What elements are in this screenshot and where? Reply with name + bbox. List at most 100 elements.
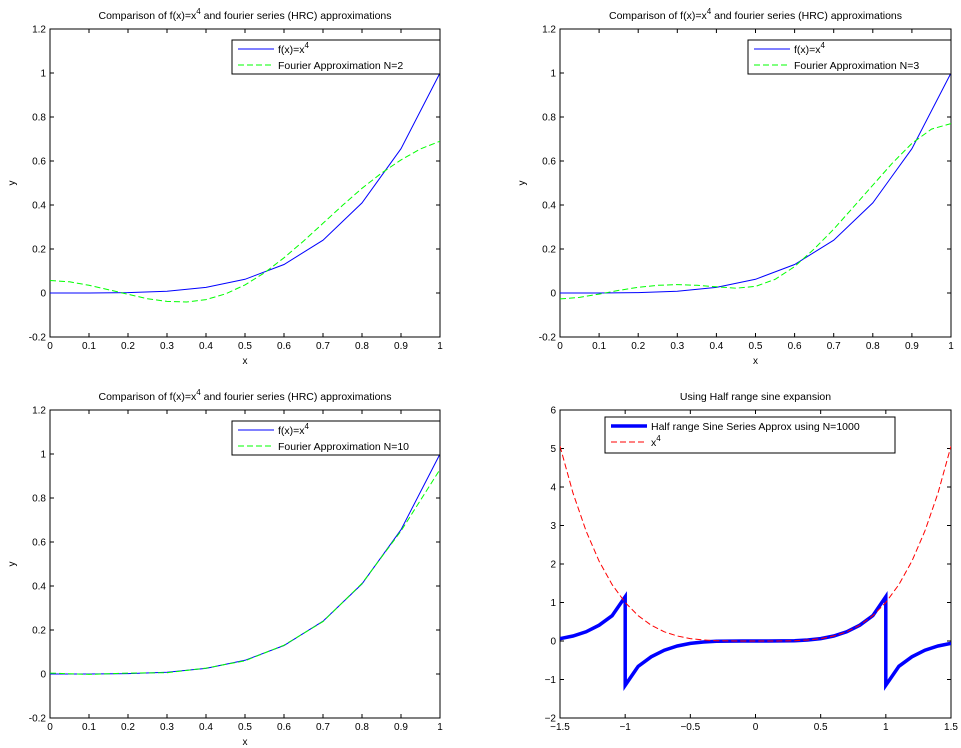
- y-tick-label: 0.2: [32, 626, 46, 637]
- y-tick-label: 0.4: [32, 582, 46, 593]
- legend: f(x)=x4 Fourier Approximation N=10: [231, 420, 441, 456]
- x-axis-label: x: [243, 737, 248, 748]
- y-tick-label: 1.2: [32, 25, 46, 36]
- x-tick-label: 0.3: [670, 341, 684, 352]
- x-tick-label: 1: [883, 722, 889, 733]
- x-tick-label: 0: [47, 341, 53, 352]
- y-axis-label: y: [7, 181, 18, 186]
- y-tick-label: 0.2: [32, 245, 46, 256]
- plot-area: [559, 409, 952, 719]
- x-tick-label: 0.6: [788, 341, 802, 352]
- subplot-2: 0 0.1 0.2 0.3 0.4 0.5 0.6 0.7 0.8 0.9 1-0.200.20.4…: [517, 7, 954, 367]
- x-tick-label: 0.2: [121, 341, 135, 352]
- x-axis-label: x: [753, 356, 758, 367]
- subplot-3: 0 0.1 0.2 0.3 0.4 0.5 0.6 0.7 0.8 0.9 1-0.200.20.4…: [7, 388, 443, 748]
- y-tick-label: 0.4: [542, 201, 556, 212]
- y-tick-label: 0.8: [32, 494, 46, 505]
- y-tick-label: −1: [545, 675, 557, 686]
- x-tick-label: 0.4: [709, 341, 723, 352]
- x-tick-label: 1.5: [944, 722, 958, 733]
- x-tick-label: 0.5: [238, 722, 252, 733]
- y-tick-label: 0: [550, 637, 556, 648]
- series-line-2: [560, 445, 951, 642]
- legend-box: [747, 39, 952, 75]
- chart-title: Using Half range sine expansion: [680, 391, 831, 403]
- legend: f(x)=x4 Fourier Approximation N=3: [747, 39, 952, 75]
- y-tick-label: 0.6: [32, 157, 46, 168]
- x-tick-label: 0: [753, 722, 759, 733]
- x-tick-label: 0.6: [277, 341, 291, 352]
- y-tick-label: 3: [550, 521, 556, 532]
- x-tick-label: 0.8: [355, 722, 369, 733]
- x-tick-label: 0.9: [394, 722, 408, 733]
- x-tick-label: 1: [437, 341, 443, 352]
- x-tick-label: 0.9: [394, 341, 408, 352]
- x-tick-label: 0.1: [592, 341, 606, 352]
- legend-entry: f(x)=x4: [278, 422, 310, 437]
- y-tick-label: 1.2: [542, 25, 556, 36]
- plot-area: [49, 409, 441, 719]
- y-tick-label: 0.8: [32, 113, 46, 124]
- y-tick-label: 1: [40, 450, 46, 461]
- x-tick-label: −1.5: [550, 722, 570, 733]
- legend-entry: f(x)=x4: [794, 41, 826, 56]
- x-tick-label: 0.5: [238, 341, 252, 352]
- y-tick-label: 1.2: [32, 406, 46, 417]
- chart-title: Comparison of f(x)=x4 and fourier series…: [98, 388, 391, 403]
- legend-entry: Fourier Approximation N=3: [794, 60, 919, 72]
- x-axis-label: x: [243, 356, 248, 367]
- subplot-1: 0 0.1 0.2 0.3 0.4 0.5 0.6 0.7 0.8 0.9 1-0.200.20.4…: [7, 7, 443, 367]
- y-tick-label: -0.2: [29, 333, 47, 344]
- subplot-4: −1.5 −1 −0.5 0 0.5 1 1.5 −2 −1 0 1 2 3 4 5 6 Using Half …: [545, 391, 959, 733]
- chart-title: Comparison of f(x)=x4 and fourier series…: [98, 7, 391, 22]
- y-tick-label: 0: [40, 289, 46, 300]
- y-tick-label: 0.6: [542, 157, 556, 168]
- legend-box: [231, 420, 441, 456]
- x-tick-label: 0.7: [316, 722, 330, 733]
- y-tick-label: 0.2: [542, 245, 556, 256]
- series-line-2: [560, 123, 951, 300]
- y-tick-label: 0: [550, 289, 556, 300]
- y-tick-label: 1: [40, 69, 46, 80]
- x-tick-label: −0.5: [680, 722, 700, 733]
- x-tick-label: 0.9: [905, 341, 919, 352]
- legend-entry: Fourier Approximation N=2: [278, 60, 403, 72]
- x-tick-label: 0.1: [82, 341, 96, 352]
- x-tick-label: 0.1: [82, 722, 96, 733]
- x-tick-label: 0.7: [827, 341, 841, 352]
- series-line-1: [560, 72, 951, 294]
- x-tick-label: 0.5: [814, 722, 828, 733]
- legend-entry: f(x)=x4: [278, 41, 310, 56]
- plot-area: [49, 28, 441, 338]
- x-tick-label: 0: [47, 722, 53, 733]
- legend-box: [604, 416, 896, 454]
- x-tick-label: 0.8: [866, 341, 880, 352]
- y-tick-label: 0.4: [32, 201, 46, 212]
- y-tick-label: -0.2: [29, 714, 47, 725]
- y-tick-label: 2: [550, 560, 556, 571]
- y-tick-label: −2: [545, 714, 557, 725]
- legend-box: [231, 39, 441, 75]
- legend-entry: Fourier Approximation N=10: [278, 441, 409, 453]
- y-tick-label: 1: [550, 598, 556, 609]
- y-tick-label: 1: [550, 69, 556, 80]
- y-tick-label: 0: [40, 670, 46, 681]
- series-line-2: [50, 140, 440, 303]
- series-line-2: [50, 469, 440, 675]
- x-tick-label: 0.3: [160, 341, 174, 352]
- x-tick-label: 0.4: [199, 722, 213, 733]
- y-tick-label: 0.6: [32, 538, 46, 549]
- series-line-1: [50, 72, 440, 294]
- series-line-1: [560, 591, 951, 691]
- x-tick-label: 0.3: [160, 722, 174, 733]
- y-tick-label: 4: [550, 483, 556, 494]
- y-tick-label: 5: [550, 444, 556, 455]
- x-tick-label: 0.2: [631, 341, 645, 352]
- y-axis-label: y: [7, 562, 18, 567]
- x-tick-label: 0.7: [316, 341, 330, 352]
- x-tick-label: 0.2: [121, 722, 135, 733]
- x-tick-label: 0: [557, 341, 563, 352]
- x-tick-label: 0.4: [199, 341, 213, 352]
- legend: f(x)=x4 Fourier Approximation N=2: [231, 39, 441, 75]
